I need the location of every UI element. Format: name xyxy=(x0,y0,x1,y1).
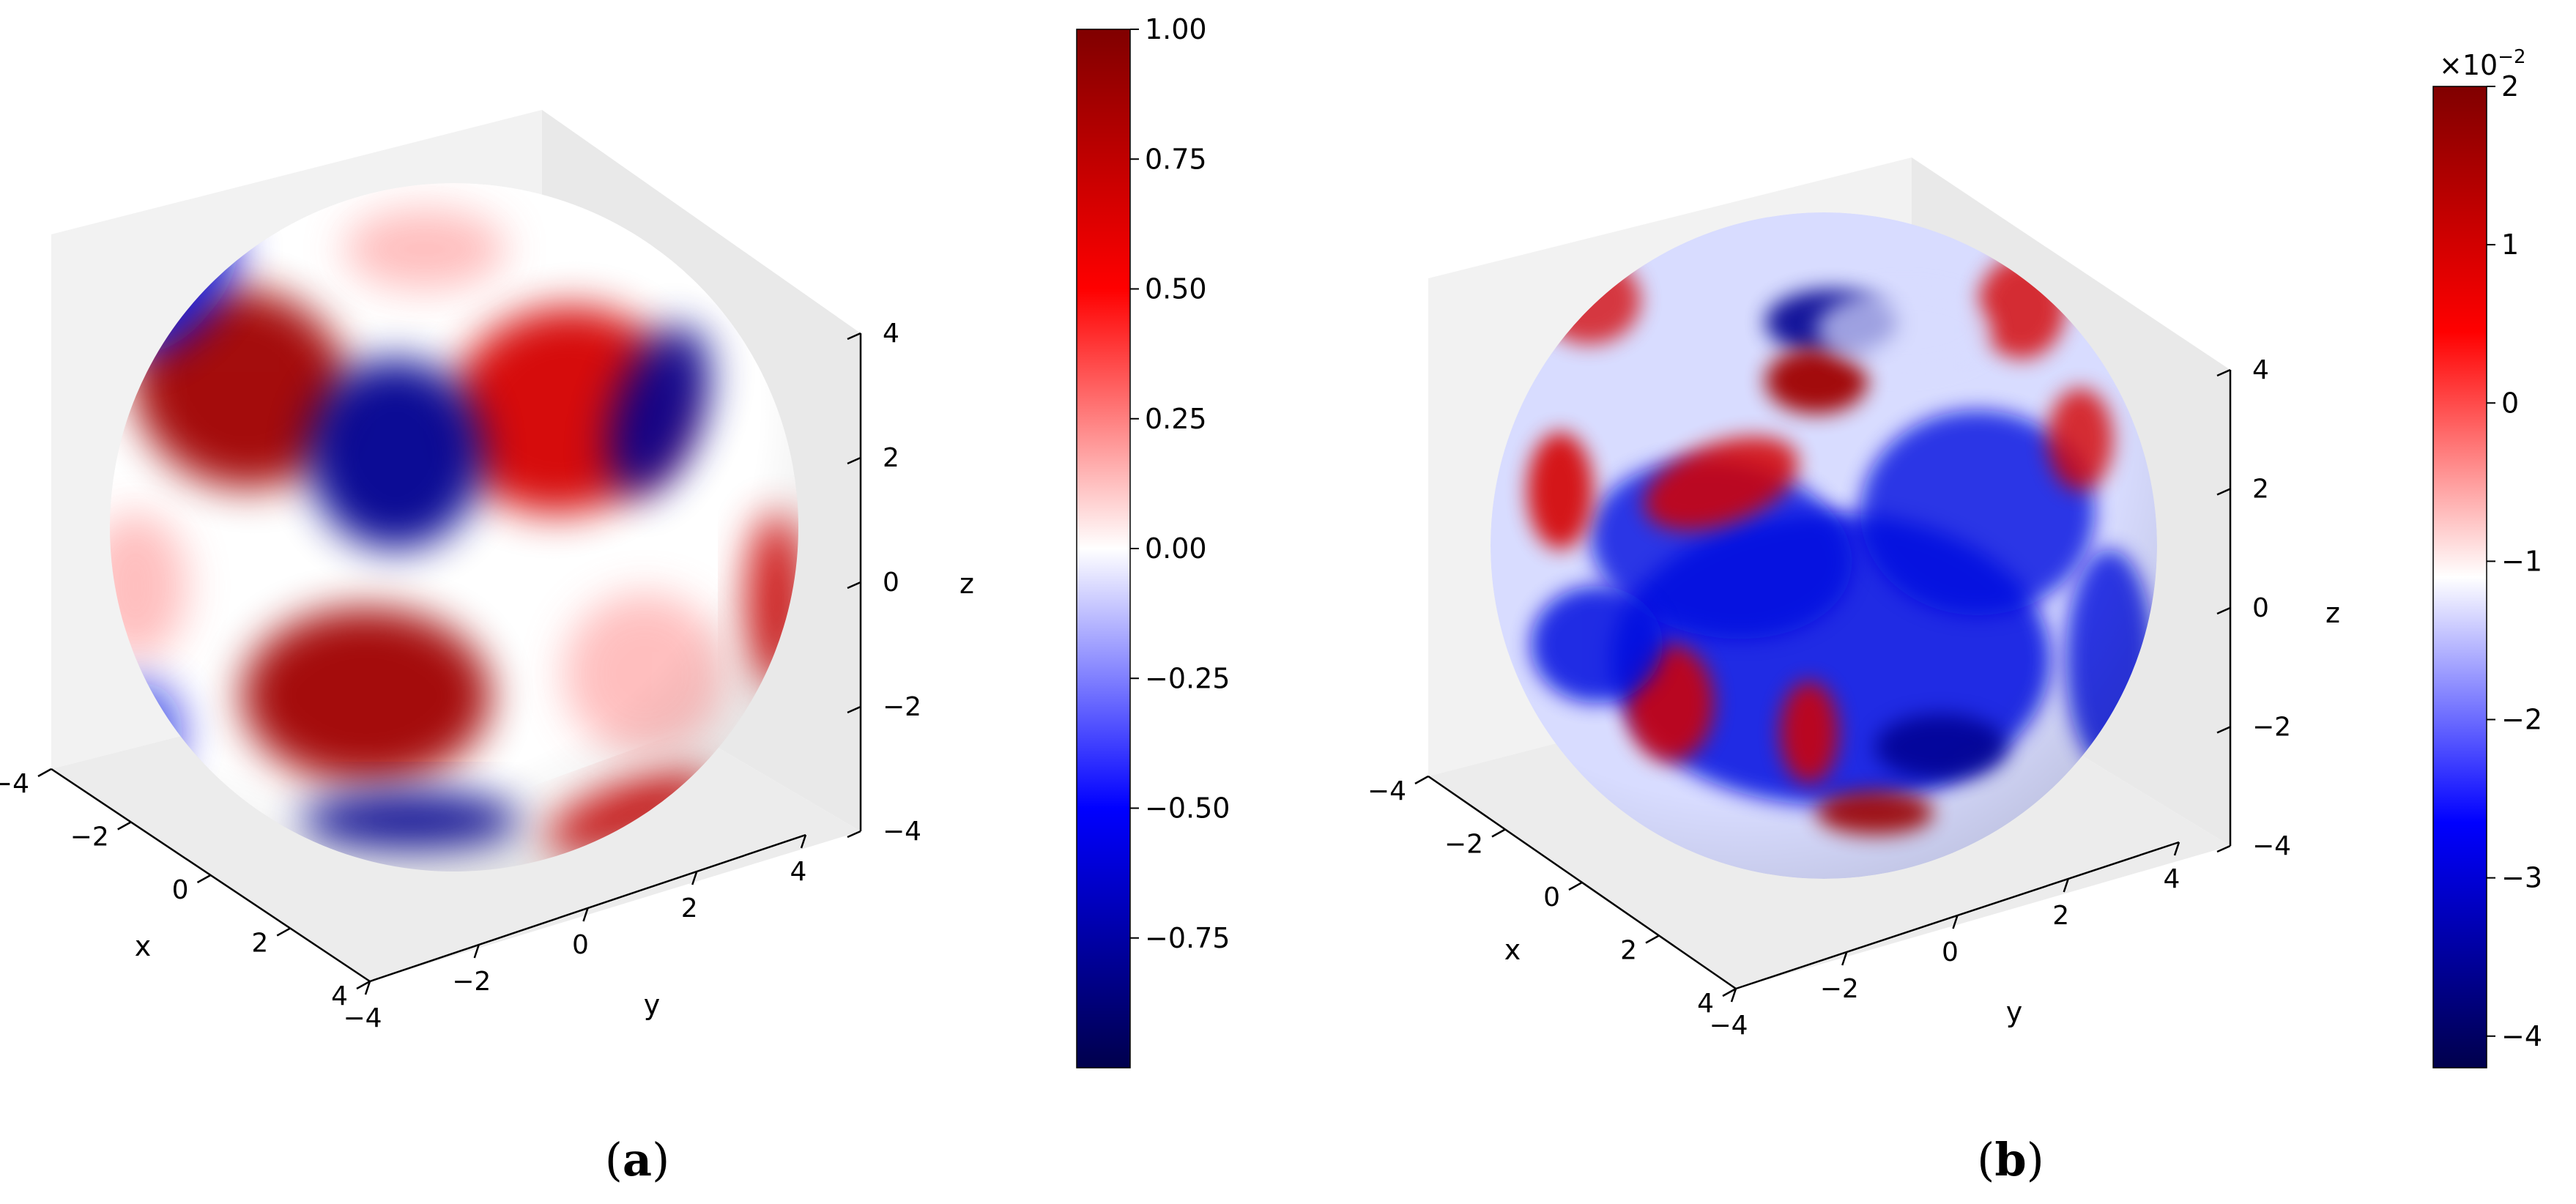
y-axis-b-tick xyxy=(1952,915,1959,929)
colorbar-b-tick-label: −4 xyxy=(2501,1020,2542,1052)
x-axis-a-tick xyxy=(356,980,371,990)
panel-b: −4 −2 0 2 4 z −4 −2 0 2 4 x −4 −2 0 2 4 y −4 −3 −2 −1 0 1… xyxy=(1367,46,2542,1186)
y-axis-b-tick xyxy=(2173,841,2180,856)
x-axis-b-tick-label: 2 xyxy=(1620,936,1637,966)
y-axis-a-tick xyxy=(582,907,589,922)
y-axis-a-tick xyxy=(473,944,480,959)
x-axis-b-tick xyxy=(1722,987,1737,997)
z-axis-a-tick-label: 0 xyxy=(883,568,899,598)
x-axis-a-tick-label: 2 xyxy=(251,929,268,959)
x-axis-a-tick-label: −2 xyxy=(70,822,109,852)
x-axis-b-tick xyxy=(1568,881,1583,891)
y-axis-a-tick xyxy=(691,871,698,885)
x-axis-b-tick-label: −4 xyxy=(1367,776,1406,806)
z-axis-a-tick xyxy=(847,456,861,465)
z-axis-a-tick-label: 4 xyxy=(883,319,899,349)
z-axis-b-tick xyxy=(2216,488,2231,496)
x-axis-a-tick xyxy=(117,821,132,830)
z-axis-b: −4 −2 0 2 4 z xyxy=(2216,355,2340,861)
z-axis-b-tick-label: −2 xyxy=(2252,713,2291,743)
colorbar-a-tick-label: 0.50 xyxy=(1145,273,1207,305)
colorbar-a-tick-label: 1.00 xyxy=(1145,13,1207,45)
y-axis-b-tick xyxy=(1841,951,1848,966)
y-axis-b-tick-label: −2 xyxy=(1820,974,1859,1004)
z-axis-a-tick xyxy=(847,581,861,590)
y-axis-a-tick xyxy=(800,834,807,849)
colorbar-a-tick-label: −0.25 xyxy=(1145,662,1230,694)
panel-caption-b: (b) xyxy=(1977,1133,2044,1186)
y-axis-a-tick-label: −2 xyxy=(452,967,491,997)
x-axis-a-tick xyxy=(196,874,212,884)
x-axis-a-tick-label: −4 xyxy=(0,769,29,799)
z-axis-b-tick xyxy=(2216,606,2231,615)
z-axis-b-tick-label: 4 xyxy=(2252,355,2269,385)
x-axis-a: −4 −2 0 2 4 x xyxy=(0,768,371,1011)
colorbar-a-tick-label: 0.25 xyxy=(1145,403,1207,435)
x-axis-label-a: x xyxy=(135,930,152,962)
y-axis-b-tick-label: 2 xyxy=(2052,901,2069,931)
x-axis-b-tick-label: −2 xyxy=(1444,830,1483,860)
y-axis-a-tick-label: 4 xyxy=(790,857,807,887)
z-axis-a: −4 −2 0 2 4 z xyxy=(847,319,974,847)
x-axis-a-tick-label: 0 xyxy=(172,875,189,905)
z-axis-a-tick xyxy=(847,830,861,839)
panel-a: −4 −2 0 2 4 z −4 −2 0 2 4 x −4 −2 0 2 4 y −0.75 −0.50… xyxy=(0,13,1230,1186)
x-axis-b-tick-label: 4 xyxy=(1697,989,1714,1019)
y-axis-label-b: y xyxy=(2006,996,2023,1028)
sphere-a xyxy=(110,183,798,872)
z-axis-b-tick-label: −4 xyxy=(2252,831,2291,861)
y-axis-b-tick xyxy=(1730,988,1737,1003)
colorbar-b-tick-label: −1 xyxy=(2501,545,2542,577)
colorbar-b-tick-label: −2 xyxy=(2501,704,2542,736)
z-axis-a-tick xyxy=(847,332,861,341)
colorbar-a-tick-label: 0.00 xyxy=(1145,532,1207,565)
y-axis-a-tick-label: 2 xyxy=(681,893,698,924)
colorbar-b: −4 −3 −2 −1 0 1 2 ×10−2 xyxy=(2432,46,2542,1069)
x-axis-b: −4 −2 0 2 4 x xyxy=(1367,775,1737,1019)
y-axis-a-tick-label: −4 xyxy=(343,1003,382,1033)
colorbar-b-tick-label: 1 xyxy=(2501,228,2519,261)
colorbar-b-tick-label: 0 xyxy=(2501,387,2519,419)
y-axis-a: −4 −2 0 2 4 y xyxy=(343,833,807,1033)
z-axis-b-tick-label: 2 xyxy=(2252,475,2269,505)
x-axis-a-tick-label: 4 xyxy=(331,981,348,1011)
x-axis-a-tick xyxy=(276,927,291,937)
x-axis-b-tick xyxy=(1491,828,1506,838)
z-axis-label-a: z xyxy=(959,568,974,600)
x-axis-b-tick xyxy=(1645,934,1660,944)
y-axis-b-tick-label: 0 xyxy=(1942,937,1959,967)
y-axis-a-tick xyxy=(364,981,371,995)
colorbar-b-tick-label: 2 xyxy=(2501,70,2519,103)
x-axis-label-b: x xyxy=(1504,934,1521,966)
z-axis-b-tick xyxy=(2216,844,2231,853)
y-axis-b-tick-label: 4 xyxy=(2164,864,2180,894)
z-axis-a-tick-label: −4 xyxy=(883,817,921,847)
x-axis-b-tick xyxy=(1414,775,1429,785)
z-axis-a-tick-label: 2 xyxy=(883,443,899,473)
z-axis-label-b: z xyxy=(2326,597,2340,629)
colorbar-b-tick-label: −3 xyxy=(2501,862,2542,894)
y-axis-b-tick-label: −4 xyxy=(1709,1011,1748,1041)
colorbar-offset-label-b: ×10−2 xyxy=(2439,46,2526,81)
z-axis-b-tick xyxy=(2216,726,2231,734)
z-axis-a-tick-label: −2 xyxy=(883,692,921,722)
panel-caption-a: (a) xyxy=(605,1133,670,1186)
colorbar-a-tick-label: −0.75 xyxy=(1145,922,1230,954)
colorbar-a-tick-label: 0.75 xyxy=(1145,143,1207,175)
x-axis-a-tick xyxy=(37,768,52,778)
z-axis-b-tick xyxy=(2216,368,2231,377)
z-axis-b-tick-label: 0 xyxy=(2252,593,2269,623)
colorbar-a: −0.75 −0.50 −0.25 0.00 0.25 0.50 0.75 1.00 xyxy=(1076,13,1230,1069)
z-axis-a-tick xyxy=(847,705,861,714)
x-axis-b-tick-label: 0 xyxy=(1543,882,1560,913)
y-axis-label-a: y xyxy=(644,989,661,1021)
colorbar-a-tick-label: −0.50 xyxy=(1145,792,1230,825)
y-axis-b: −4 −2 0 2 4 y xyxy=(1709,841,2180,1041)
y-axis-a-tick-label: 0 xyxy=(572,930,589,960)
sphere-b xyxy=(1491,212,2157,879)
y-axis-b-tick xyxy=(2063,878,2069,893)
